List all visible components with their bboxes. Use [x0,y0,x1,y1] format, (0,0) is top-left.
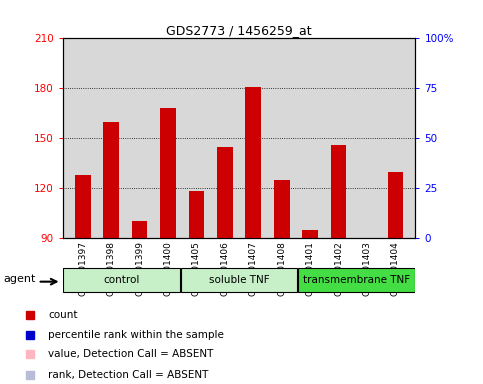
Bar [75,175,90,238]
Text: rank, Detection Call = ABSENT: rank, Detection Call = ABSENT [48,370,209,380]
Text: soluble TNF: soluble TNF [209,275,270,285]
Bar [245,87,261,238]
Bar [63,268,180,293]
Text: percentile rank within the sample: percentile rank within the sample [48,330,224,340]
Bar [274,180,289,238]
Bar [189,192,204,238]
Text: control: control [103,275,140,285]
Bar [181,268,297,293]
Bar [160,108,176,238]
Text: value, Detection Call = ABSENT: value, Detection Call = ABSENT [48,349,213,359]
Bar [132,222,147,238]
Bar [217,147,233,238]
Text: transmembrane TNF: transmembrane TNF [303,275,410,285]
Bar [298,268,415,293]
Bar [302,230,318,238]
Title: GDS2773 / 1456259_at: GDS2773 / 1456259_at [166,24,312,37]
Text: count: count [48,310,78,320]
Text: agent: agent [3,274,36,284]
Bar [103,122,119,238]
Bar [388,172,403,238]
Bar [331,145,346,238]
